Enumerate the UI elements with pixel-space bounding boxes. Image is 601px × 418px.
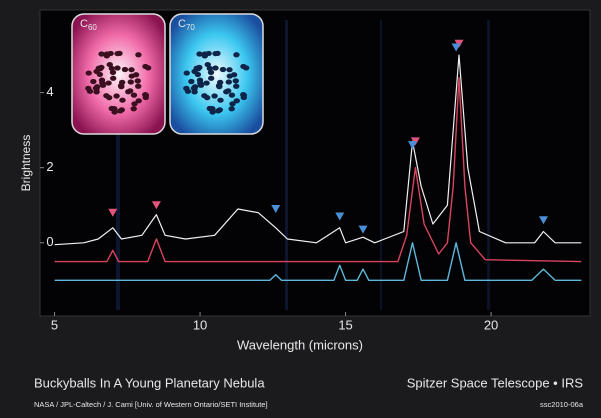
atom: [98, 51, 104, 56]
symbol: C: [80, 18, 88, 30]
atom: [220, 67, 226, 72]
atom: [209, 109, 215, 114]
atom: [217, 98, 223, 103]
atom: [125, 89, 131, 94]
atom: [135, 84, 141, 89]
atom: [113, 93, 119, 98]
atom: [196, 51, 202, 56]
atom: [231, 72, 237, 77]
atom: [211, 93, 217, 98]
atom: [212, 65, 218, 70]
atom: [96, 66, 102, 71]
atom: [208, 76, 214, 81]
atom: [94, 84, 100, 89]
footer-credit: NASA / JPL-Caltech / J. Cami [Univ. of W…: [34, 400, 268, 409]
atom: [122, 67, 128, 72]
atom: [233, 84, 239, 89]
atom: [229, 106, 235, 111]
y-tick-label: 0: [46, 234, 53, 249]
atom: [128, 79, 134, 84]
subscript: 70: [186, 23, 195, 32]
atom: [111, 109, 117, 114]
x-tick-label: 15: [338, 317, 352, 332]
footer-mission: Spitzer Space Telescope • IRS: [407, 375, 584, 390]
atom: [135, 52, 141, 57]
symbol: C: [178, 18, 186, 30]
atom: [203, 80, 209, 85]
atom: [143, 95, 149, 100]
atom: [106, 95, 112, 100]
atom: [105, 80, 111, 85]
atom: [226, 67, 232, 72]
atom: [205, 62, 211, 67]
atom: [85, 86, 91, 91]
y-axis-label: Brightness: [19, 135, 33, 192]
y-tick-label: 2: [46, 159, 53, 174]
x-axis-label: Wavelength (microns): [237, 337, 363, 352]
y-tick-label: 4: [46, 84, 53, 99]
atom: [184, 70, 190, 75]
atom: [195, 72, 201, 77]
atom: [183, 86, 189, 91]
atom: [128, 67, 134, 72]
atom: [188, 79, 194, 84]
atom: [205, 51, 211, 56]
footer-title: Buckyballs In A Young Planetary Nebula: [34, 375, 265, 390]
atom: [99, 80, 105, 85]
atom: [192, 84, 198, 89]
chart: Brightness Wavelength (microns) Buckybal…: [0, 0, 601, 418]
atom: [241, 95, 247, 100]
atom: [197, 80, 203, 85]
atom: [233, 52, 239, 57]
atom: [131, 106, 137, 111]
atom: [226, 79, 232, 84]
x-tick-label: 20: [484, 317, 498, 332]
atom: [133, 72, 139, 77]
atom: [114, 65, 120, 70]
atom: [212, 51, 218, 56]
atom: [204, 95, 210, 100]
atom: [240, 64, 246, 69]
atom: [90, 79, 96, 84]
atom: [119, 107, 125, 112]
atom: [234, 98, 240, 103]
atom: [217, 107, 223, 112]
inset-c60: C60: [72, 14, 165, 134]
subscript: 60: [88, 23, 97, 32]
atom: [97, 72, 103, 77]
atom: [107, 51, 113, 56]
atom: [136, 98, 142, 103]
atom: [217, 80, 223, 85]
atom: [135, 78, 141, 83]
atom: [110, 76, 116, 81]
atom: [119, 98, 125, 103]
atom: [131, 93, 137, 98]
atom: [114, 51, 120, 56]
atom: [229, 93, 235, 98]
inset-c70: C70: [170, 14, 263, 134]
footer-id: ssc2010-06a: [540, 400, 584, 409]
atom: [107, 62, 113, 67]
atom: [86, 70, 92, 75]
atom: [142, 64, 148, 69]
atom: [223, 89, 229, 94]
atom: [194, 66, 200, 71]
atom: [233, 78, 239, 83]
x-tick-label: 10: [193, 317, 207, 332]
atom: [119, 80, 125, 85]
x-tick-label: 5: [51, 317, 58, 332]
